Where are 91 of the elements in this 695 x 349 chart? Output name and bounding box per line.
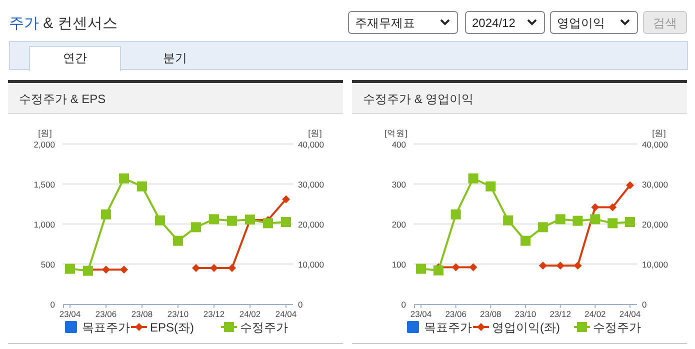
text: 영업이익: [557, 16, 605, 30]
point: [433, 265, 444, 276]
point: [155, 215, 165, 226]
y2-tick-label: 30,000: [298, 180, 324, 190]
point: [120, 266, 128, 274]
legend-label: 수정주가: [240, 320, 288, 334]
text: 주재무제표: [355, 16, 415, 30]
x-tick-label: 23/12: [550, 309, 572, 319]
point: [282, 195, 290, 204]
x-tick-label: 23/12: [203, 309, 225, 319]
x-tick-label: 23/06: [445, 309, 467, 319]
point: [574, 262, 582, 270]
point: [572, 216, 583, 226]
x-tick-label: 24/04: [619, 309, 641, 319]
point: [65, 264, 75, 274]
chart-title: 수정주가 & EPS: [19, 92, 106, 106]
point: [191, 222, 201, 232]
point: [590, 214, 600, 224]
x-tick-label: 24/02: [584, 309, 606, 319]
y2-tick-label: 40,000: [298, 140, 324, 150]
x-tick-label: 23/04: [59, 309, 81, 319]
point: [469, 263, 478, 272]
y2-tick-label: 0: [642, 300, 647, 310]
legend-label: EPS(좌): [150, 320, 194, 334]
point: [119, 173, 129, 184]
y2-tick-label: 10,000: [642, 260, 668, 270]
y2-tick-label: 20,000: [642, 220, 668, 230]
point: [452, 263, 460, 272]
text: 검색: [653, 16, 677, 30]
point: [556, 262, 564, 270]
chart-title: 수정주가 & 영업이익: [363, 92, 474, 106]
y-tick-label: 400: [392, 140, 406, 150]
y-tick-label: 1,000: [34, 220, 56, 230]
point: [416, 264, 426, 274]
point: [503, 215, 514, 226]
x-tick-label: 23/04: [410, 309, 432, 319]
point: [538, 262, 547, 270]
legend-label: 목표주가: [82, 320, 130, 334]
y2-tick-label: 20,000: [298, 220, 324, 230]
point: [555, 214, 566, 224]
point: [608, 218, 618, 228]
x-tick-label: 23/10: [167, 309, 189, 319]
x-tick-label: 23/08: [131, 309, 153, 319]
x-tick-label: 23/06: [95, 309, 117, 319]
text: 2024/12: [472, 16, 516, 30]
y2-tick-label: 0: [298, 300, 303, 310]
y2-axis-title: [원]: [652, 128, 666, 138]
point: [102, 266, 110, 274]
point: [263, 218, 273, 228]
y-tick-label: 2,000: [34, 140, 56, 150]
point: [450, 209, 461, 220]
y2-tick-label: 40,000: [642, 140, 668, 150]
y-tick-label: 100: [392, 260, 406, 270]
legend-label: 수정주가: [593, 320, 641, 334]
point: [192, 264, 200, 272]
x-tick-label: 24/04: [275, 309, 297, 319]
y-tick-label: 500: [40, 260, 56, 270]
point: [227, 216, 237, 226]
y-tick-label: 300: [392, 180, 406, 190]
point: [608, 203, 617, 212]
y2-axis-title: [원]: [308, 128, 322, 138]
text: 분기: [163, 51, 187, 65]
text: 주가 & 컨센서스: [9, 15, 118, 32]
y-axis-title: [원]: [38, 128, 52, 138]
y-tick-label: 0: [50, 300, 56, 310]
x-tick-label: 23/08: [480, 309, 502, 319]
y-tick-label: 0: [401, 300, 406, 310]
point: [173, 236, 183, 246]
point: [210, 264, 218, 272]
y-tick-label: 200: [392, 220, 406, 230]
y-tick-label: 1,500: [34, 180, 56, 190]
legend-label: 목표주가: [424, 320, 472, 334]
y2-tick-label: 30,000: [642, 180, 668, 190]
point: [591, 203, 600, 212]
point: [281, 217, 291, 227]
point: [486, 181, 496, 192]
point: [625, 217, 635, 227]
point: [228, 264, 236, 272]
point: [101, 209, 111, 220]
point: [626, 181, 634, 190]
point: [538, 222, 548, 232]
y-axis-title: [억원]: [384, 128, 408, 138]
point: [468, 173, 478, 184]
point: [137, 181, 147, 192]
point: [520, 236, 530, 246]
point: [209, 214, 219, 224]
legend-label: 영업이익(좌): [492, 320, 560, 334]
x-tick-label: 23/10: [514, 309, 536, 319]
y2-tick-label: 10,000: [298, 260, 324, 270]
text: 연간: [63, 51, 87, 65]
x-tick-label: 24/02: [239, 309, 261, 319]
